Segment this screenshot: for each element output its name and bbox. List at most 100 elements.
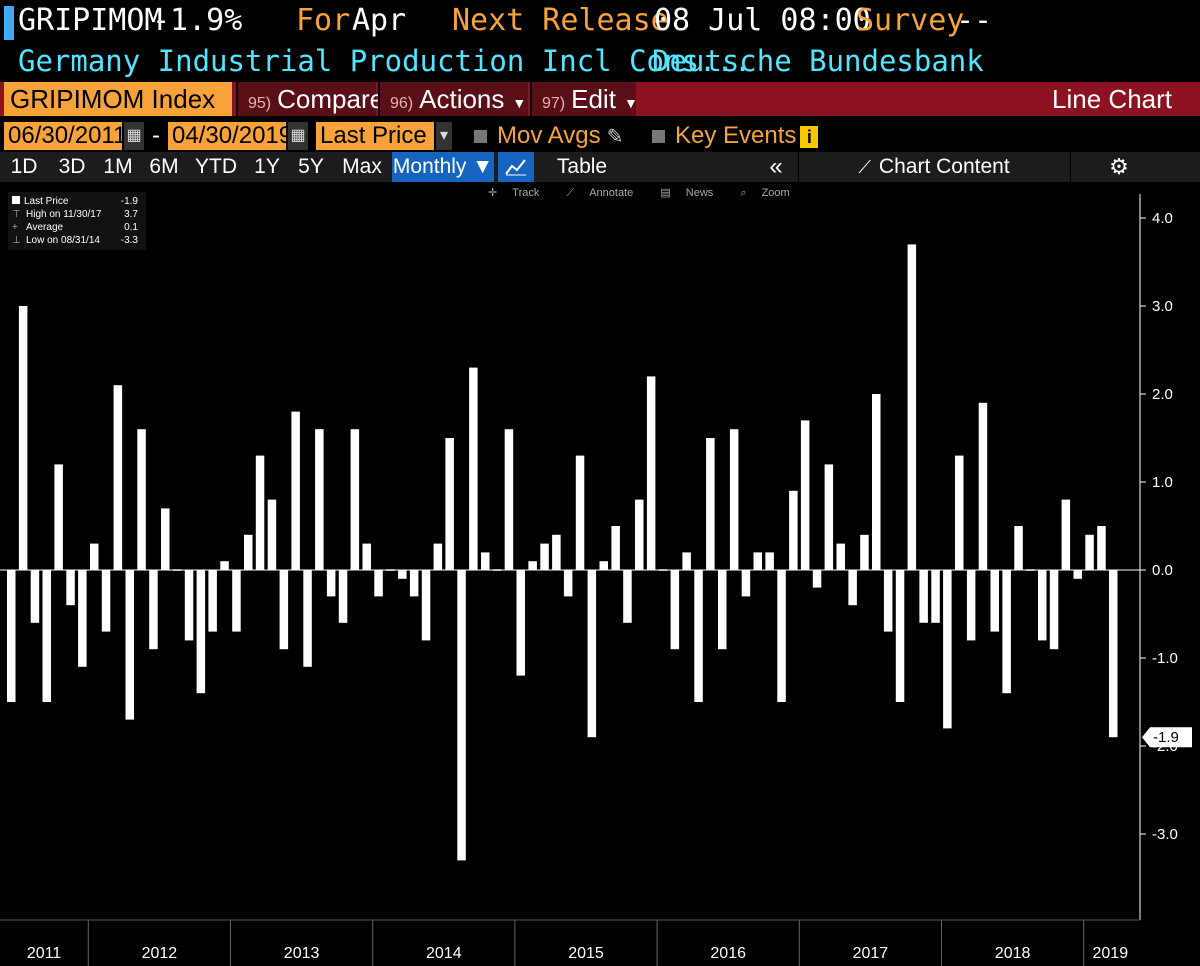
periodicity-label: Monthly xyxy=(392,155,467,178)
compare-shortcut: 95) xyxy=(248,95,272,112)
gear-icon[interactable]: ⚙ xyxy=(1070,152,1167,182)
for-period: Apr xyxy=(352,3,407,38)
legend-label: Average xyxy=(26,222,64,233)
bar xyxy=(66,570,75,606)
last-value-marker: -1.9 xyxy=(1142,727,1192,748)
security-description: Germany Industrial Production Incl Cons.… xyxy=(18,44,752,78)
edit-shortcut: 97) xyxy=(542,95,566,112)
info-icon[interactable]: i xyxy=(800,125,819,148)
y-tick-label: 1.0 xyxy=(1152,474,1173,491)
bar xyxy=(504,429,514,570)
bar xyxy=(966,570,976,641)
x-year-label: 2019 xyxy=(1093,945,1129,962)
bar xyxy=(303,570,312,667)
security-header: GRIPIMOM -1.9% For Apr Next Release 08 J… xyxy=(0,0,1200,42)
high-marker-icon: ⊤ xyxy=(12,209,21,220)
security-description-line: Germany Industrial Production Incl Cons.… xyxy=(0,42,1200,80)
mov-avgs-toggle[interactable]: Mov Avgs ✎ xyxy=(474,122,623,150)
bar xyxy=(7,570,16,702)
news-tool[interactable]: ▤ News xyxy=(660,187,725,199)
calendar-icon[interactable]: ▦ xyxy=(288,122,308,150)
legend-row-last-price: Last Price -1.9 xyxy=(12,195,142,208)
periodicity-select[interactable]: Monthly ▼ xyxy=(392,152,494,182)
start-date-input[interactable]: 06/30/2011 xyxy=(4,122,126,150)
last-value-flag xyxy=(1142,727,1192,748)
range-button-1m[interactable]: 1M xyxy=(103,155,133,178)
edit-button[interactable]: 97) Edit ▼ xyxy=(530,82,638,116)
end-date-input[interactable]: 04/30/2019 xyxy=(168,122,292,150)
bar xyxy=(848,570,857,606)
news-icon: ▤ xyxy=(660,187,674,199)
range-button-1y[interactable]: 1Y xyxy=(254,155,280,178)
security-input[interactable]: GRIPIMOM Index xyxy=(4,82,232,116)
bar xyxy=(421,570,431,641)
chart-legend[interactable]: Last Price -1.9 ⊤ High on 11/30/17 3.7 + A… xyxy=(8,192,146,250)
actions-button[interactable]: 96) Actions ▼ xyxy=(378,82,528,116)
bar xyxy=(741,570,751,597)
bar xyxy=(883,570,893,632)
annotate-tool[interactable]: ⟋ Annotate xyxy=(566,187,645,199)
chart-content-button[interactable]: ⟋ Chart Content xyxy=(798,152,1069,182)
bar xyxy=(279,570,289,650)
bar xyxy=(338,570,348,623)
range-button-3d[interactable]: 3D xyxy=(58,155,86,178)
bar-chart[interactable]: 4.03.02.01.00.0-1.0-2.0-3.0 201120122013… xyxy=(0,184,1200,966)
bar xyxy=(161,508,170,570)
bar xyxy=(895,570,905,702)
compare-button[interactable]: 95) Compare xyxy=(236,82,384,116)
line-chart-icon[interactable] xyxy=(498,152,534,182)
survey-label: Survey xyxy=(856,3,965,38)
bar xyxy=(540,543,549,570)
x-year-label: 2012 xyxy=(142,945,178,962)
checkbox-icon[interactable] xyxy=(474,130,487,144)
price-field-select[interactable]: Last Price xyxy=(316,122,434,150)
caret-down-icon: ▼ xyxy=(623,95,638,111)
average-marker-icon: + xyxy=(12,222,18,233)
annotate-label: Annotate xyxy=(589,187,634,199)
key-events-toggle[interactable]: Key Events i xyxy=(652,122,819,150)
x-axis: 2011 2012 2013 2014 2015 2016 2017 2018 2019 xyxy=(0,919,1140,962)
range-button-ytd[interactable]: YTD xyxy=(195,155,237,178)
last-value-label: -1.9 xyxy=(1153,729,1179,746)
actions-shortcut: 96) xyxy=(390,95,414,112)
double-chevron-left-icon[interactable]: « xyxy=(769,153,783,180)
survey-value: -- xyxy=(956,3,993,38)
chevron-down-icon[interactable]: ▾ xyxy=(436,122,452,150)
range-button-6m[interactable]: 6M xyxy=(149,155,179,178)
bar xyxy=(943,570,952,729)
bar xyxy=(765,552,774,570)
bar xyxy=(267,499,277,570)
y-tick-label: 0.0 xyxy=(1152,562,1173,579)
calendar-icon[interactable]: ▦ xyxy=(124,122,144,150)
range-button-max[interactable]: Max xyxy=(342,155,382,178)
x-year-label: 2018 xyxy=(995,945,1031,962)
bar xyxy=(872,394,881,570)
line-chart-glyph xyxy=(505,159,526,176)
crosshair-icon: ✛ xyxy=(488,187,501,199)
chart-area[interactable]: 4.03.02.01.00.0-1.0-2.0-3.0 201120122013… xyxy=(0,184,1200,966)
bar xyxy=(706,438,715,570)
zoom-tool[interactable]: ⌕ Zoom xyxy=(740,187,801,199)
range-button-5y[interactable]: 5Y xyxy=(298,155,324,178)
table-button[interactable]: Table xyxy=(556,155,608,178)
bar xyxy=(635,499,644,570)
legend-label: Last Price xyxy=(24,196,69,207)
y-tick-label: -3.0 xyxy=(1152,826,1178,843)
bar xyxy=(54,464,63,570)
bar xyxy=(184,570,194,641)
track-tool[interactable]: ✛ Track xyxy=(488,187,551,199)
next-release-label: Next Release xyxy=(452,3,669,38)
range-button-1d[interactable]: 1D xyxy=(10,155,38,178)
key-events-label: Key Events xyxy=(675,122,797,149)
ticker-symbol[interactable]: GRIPIMOM xyxy=(18,3,163,38)
bar xyxy=(1049,570,1059,650)
bar xyxy=(374,570,383,597)
bar xyxy=(1038,570,1047,641)
chart-type-label[interactable]: Line Chart xyxy=(1052,84,1172,114)
command-bar: GRIPIMOM Index 95) Compare 96) Actions ▼ 97… xyxy=(0,82,1200,116)
bar xyxy=(42,570,51,702)
bar xyxy=(291,411,300,570)
bar xyxy=(469,367,478,570)
pencil-icon[interactable]: ✎ xyxy=(606,126,624,148)
checkbox-icon[interactable] xyxy=(652,130,665,144)
